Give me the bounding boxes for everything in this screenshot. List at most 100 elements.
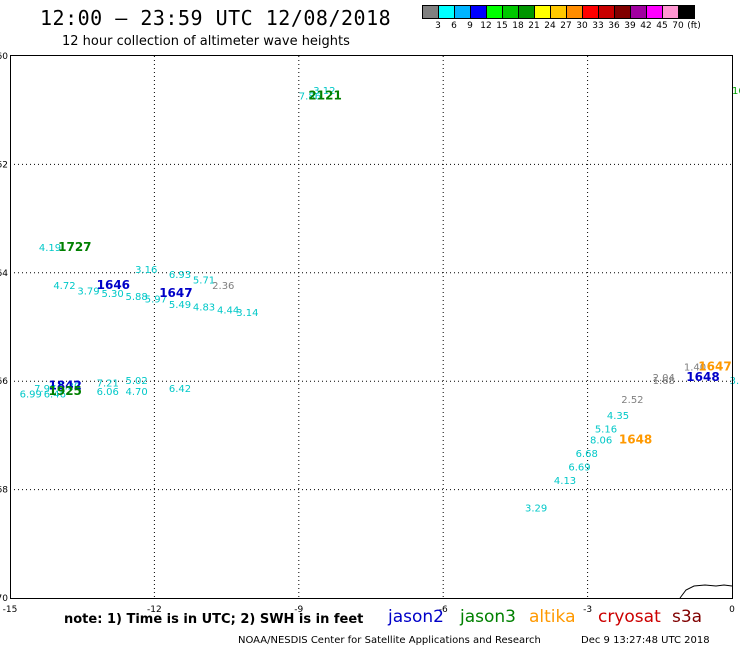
pass-time-label: 1648 bbox=[686, 370, 719, 384]
scale-label: 21 bbox=[528, 21, 540, 31]
pass-time-label: 1727 bbox=[58, 240, 91, 254]
legend-jason3: jason3 bbox=[460, 607, 516, 627]
scale-swatch bbox=[598, 5, 615, 19]
scale-swatch bbox=[550, 5, 567, 19]
wave-height-value: 5.16 bbox=[595, 425, 617, 436]
wave-height-value: 4.72 bbox=[53, 281, 75, 292]
scale-swatch bbox=[438, 5, 455, 19]
wave-height-value: 3.14 bbox=[236, 308, 258, 319]
scale-swatch bbox=[486, 5, 503, 19]
y-tick-label: -66 bbox=[0, 377, 8, 387]
wave-height-value: 6.42 bbox=[169, 384, 191, 395]
wave-height-value: 4.13 bbox=[554, 476, 576, 487]
scale-label: 39 bbox=[624, 21, 636, 31]
wave-height-value: 16.1 bbox=[732, 86, 740, 97]
color-scale-labels: 3 6 9 12 15 18 21 24 27 30 33 36 39 42 45 70 (ft) bbox=[422, 21, 740, 33]
generated-timestamp: Dec 9 13:27:48 UTC 2018 bbox=[581, 635, 710, 646]
pass-time-label: 1647 bbox=[698, 359, 731, 373]
wave-height-value: 2.52 bbox=[621, 395, 643, 406]
credit-line: NOAA/NESDIS Center for Satellite Applica… bbox=[238, 635, 541, 646]
wave-height-value: 5.02 bbox=[126, 376, 148, 387]
legend-cryosat: cryosat bbox=[598, 607, 661, 627]
legend-altika: altika bbox=[529, 607, 576, 627]
scale-label: 30 bbox=[576, 21, 588, 31]
pass-time-label: 1646 bbox=[97, 278, 130, 292]
wave-height-value: 8.06 bbox=[590, 436, 612, 447]
scale-label: 18 bbox=[512, 21, 524, 31]
scale-swatch bbox=[566, 5, 583, 19]
pass-time-label: 1648 bbox=[619, 433, 652, 447]
x-tick-label: -6 bbox=[439, 605, 448, 615]
scale-label: 70 bbox=[672, 21, 684, 31]
scale-swatch bbox=[662, 5, 679, 19]
wave-height-value: 1.40 bbox=[684, 362, 706, 373]
y-tick-label: -64 bbox=[0, 269, 8, 279]
wave-height-value: 4.70 bbox=[126, 387, 148, 398]
map-labels: 7.863.12 16.1 4.19 3.16 6.935.712.36 4.723.79… bbox=[20, 86, 740, 514]
scale-label: 9 bbox=[467, 21, 473, 31]
scale-swatch bbox=[518, 5, 535, 19]
wave-height-value: 6.69 bbox=[568, 463, 590, 474]
map-title: 12:00 – 23:59 UTC 12/08/2018 bbox=[40, 6, 392, 30]
pass-time-label: 2121 bbox=[308, 88, 341, 102]
wave-height-value: 3.79 bbox=[77, 286, 99, 297]
map-subtitle: 12 hour collection of altimeter wave hei… bbox=[62, 34, 350, 49]
wave-height-value: 7.86 bbox=[299, 91, 321, 102]
color-scale bbox=[422, 5, 695, 19]
map-grid: -15 -12 -9 -6 -3 0 -60 -62 -64 -66 -68 -70 bbox=[0, 52, 735, 615]
wave-height-value: 5.71 bbox=[193, 276, 215, 287]
scale-label: 24 bbox=[544, 21, 556, 31]
wave-height-value: 5.88 bbox=[126, 292, 148, 303]
wave-height-value: 2.36 bbox=[212, 281, 234, 292]
wave-height-value: 6.93 bbox=[169, 270, 191, 281]
wave-height-value: 7.97 bbox=[34, 384, 56, 395]
scale-label: 15 bbox=[496, 21, 508, 31]
scale-swatch bbox=[470, 5, 487, 19]
scale-label: 3 bbox=[435, 21, 441, 31]
wave-height-value: 4.35 bbox=[607, 411, 629, 422]
scale-swatch bbox=[454, 5, 471, 19]
y-tick-label: -68 bbox=[0, 486, 8, 496]
wave-height-value: 4.83 bbox=[193, 303, 215, 314]
scale-swatch bbox=[630, 5, 647, 19]
wave-height-value: 7.21 bbox=[97, 379, 119, 390]
wave-height-value: 2.04 bbox=[653, 373, 675, 384]
scale-swatch bbox=[534, 5, 551, 19]
wave-height-value: 6.99 bbox=[20, 389, 42, 400]
scale-label: 6 bbox=[451, 21, 457, 31]
wave-height-value: 1.68 bbox=[653, 376, 675, 387]
x-tick-label: 0 bbox=[729, 605, 735, 615]
x-tick-label: -12 bbox=[147, 605, 162, 615]
y-tick-label: -62 bbox=[0, 160, 8, 170]
wave-height-value: 4.44 bbox=[217, 305, 239, 316]
scale-swatch bbox=[678, 5, 695, 19]
wave-height-value: 5.30 bbox=[101, 289, 123, 300]
pass-time-label: 1842 bbox=[49, 378, 82, 392]
antarctic-coastline bbox=[679, 584, 733, 599]
scale-label: 36 bbox=[608, 21, 620, 31]
wave-height-value: 6.06 bbox=[97, 387, 119, 398]
wave-height-value: 3.16 bbox=[135, 265, 157, 276]
legend-jason2: jason2 bbox=[388, 607, 444, 627]
y-tick-label: -60 bbox=[0, 52, 8, 62]
scale-label: (ft) bbox=[687, 21, 701, 31]
legend-s3a: s3a bbox=[672, 607, 703, 627]
x-tick-label: -3 bbox=[583, 605, 592, 615]
pass-time-label: 1925 bbox=[49, 384, 82, 398]
wave-height-value: 3.29 bbox=[525, 503, 547, 514]
wave-height-value: 6.20 bbox=[58, 381, 80, 392]
footnote: note: 1) Time is in UTC; 2) SWH is in fe… bbox=[64, 612, 364, 627]
y-tick-label: -70 bbox=[0, 594, 8, 604]
wave-height-value: 5.97 bbox=[145, 295, 167, 306]
x-tick-label: -9 bbox=[294, 605, 303, 615]
x-tick-label: -15 bbox=[3, 605, 18, 615]
wave-height-value: 4.19 bbox=[39, 243, 61, 254]
scale-label: 33 bbox=[592, 21, 604, 31]
scale-swatch bbox=[422, 5, 439, 19]
wave-height-value: 6.46 bbox=[44, 389, 66, 400]
scale-swatch bbox=[502, 5, 519, 19]
scale-swatch bbox=[582, 5, 599, 19]
wave-height-value: 5.49 bbox=[169, 300, 191, 311]
wave-height-value: 3.12 bbox=[313, 86, 335, 97]
